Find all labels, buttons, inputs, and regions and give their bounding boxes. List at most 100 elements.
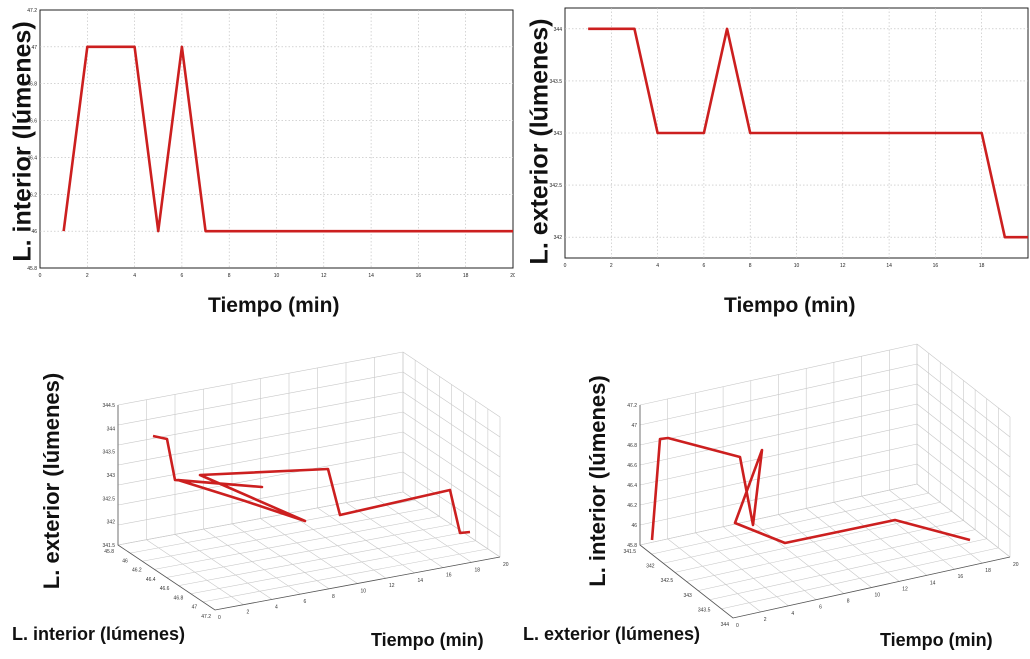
y-tick-label: 2 <box>247 610 250 616</box>
x-tick-label: 46.6 <box>160 586 170 592</box>
y-tick-label: 344 <box>554 27 563 33</box>
wall-grid-line <box>117 371 404 426</box>
y-tick-label: 45.8 <box>27 266 37 272</box>
series-line <box>650 436 971 545</box>
y-tick-label: 18 <box>475 567 481 573</box>
x-tick-label: 46 <box>122 558 128 564</box>
chart-3d-exterior: 341.5342342.5343343.5344344.545.84646.24… <box>102 351 509 621</box>
z-tick-label: 343 <box>107 473 116 479</box>
wall-grid-line <box>402 411 501 478</box>
chart4-xlabel: L. exterior (lúmenes) <box>523 624 701 644</box>
floor-grid-line <box>698 529 976 591</box>
z-tick-label: 46 <box>631 523 637 529</box>
y-tick-label: 12 <box>902 586 908 592</box>
wall-grid-line <box>402 391 501 458</box>
x-tick-label: 8 <box>228 273 231 279</box>
wall-grid-line <box>916 483 1011 558</box>
x-tick-label: 0 <box>564 263 567 269</box>
y-tick-label: 12 <box>389 583 395 589</box>
wall-grid-line <box>639 403 918 466</box>
floor-grid-line <box>166 524 452 578</box>
x-tick-label: 342.5 <box>661 578 674 584</box>
y-tick-label: 343.5 <box>549 79 562 85</box>
y-tick-label: 0 <box>218 615 221 621</box>
z-tick-label: 46.4 <box>627 483 637 489</box>
y-tick-label: 10 <box>361 589 367 595</box>
wall-grid-line <box>117 451 404 506</box>
y-tick-label: 8 <box>847 599 850 605</box>
floor-grid-line <box>709 538 987 601</box>
y-tick-label: 6 <box>819 605 822 611</box>
y-tick-label: 14 <box>418 578 424 584</box>
x-tick-label: 47.2 <box>201 614 211 620</box>
y-tick-label: 6 <box>304 599 307 605</box>
z-tick-label: 342 <box>107 520 116 526</box>
y-tick-label: 14 <box>930 580 936 586</box>
chart-exterior-vs-time: 0 2 4 6 8 10 12 14 16 18 342 342.5 343 343.5 344 <box>549 7 1029 269</box>
wall-grid-line <box>639 343 918 406</box>
floor-grid-line <box>154 516 440 570</box>
y-tick-label: 4 <box>275 604 278 610</box>
x-tick-label: 18 <box>463 273 469 279</box>
x-tick-label: 10 <box>274 273 280 279</box>
chart3-xlabel: L. interior (lúmenes) <box>12 624 186 644</box>
z-tick-label: 47.2 <box>627 403 637 409</box>
wall-grid-line <box>916 403 1011 478</box>
wall-grid-line <box>916 363 1011 438</box>
x-tick-label: 343 <box>683 593 692 599</box>
y-tick-label: 20 <box>1013 562 1019 568</box>
z-tick-label: 46.8 <box>627 443 637 449</box>
floor-grid-line <box>202 548 488 603</box>
chart3-ylabel: Tiempo (min) <box>371 630 484 650</box>
floor-grid-line <box>651 492 929 555</box>
chart3-zlabel: L. exterior (lúmenes) <box>39 372 64 590</box>
y-tick-label: 343 <box>554 131 563 137</box>
axis-edge <box>117 405 501 611</box>
wall-grid-line <box>117 471 404 526</box>
chart1-ylabel: L. interior (lúmenes) <box>8 21 37 262</box>
wall-grid-line <box>639 483 918 546</box>
wall-grid-line <box>916 423 1011 498</box>
y-tick-label: 46.2 <box>27 192 37 198</box>
wall-grid-line <box>117 351 404 406</box>
z-tick-label: 343.5 <box>102 450 115 456</box>
x-tick-label: 12 <box>321 273 327 279</box>
x-tick-label: 342 <box>646 564 655 570</box>
y-tick-label: 46 <box>31 229 37 235</box>
chart-3d-interior: 45.84646.246.446.646.84747.2341.5342342.… <box>623 343 1019 629</box>
x-tick-label: 14 <box>886 263 892 269</box>
chart-interior-vs-time: 0 2 4 6 8 10 12 14 16 18 2045.84646.246.446.646.84… <box>27 8 515 279</box>
x-tick-label: 343.5 <box>698 607 711 613</box>
y-tick-label: 4 <box>791 611 794 617</box>
wall-grid-line <box>916 383 1011 458</box>
y-tick-label: 10 <box>875 593 881 599</box>
floor-grid-line <box>674 511 952 573</box>
y-tick-label: 47.2 <box>27 8 37 14</box>
series-line <box>152 434 471 535</box>
x-tick-label: 46.2 <box>132 568 142 574</box>
x-tick-label: 6 <box>181 273 184 279</box>
floor-grid-line <box>178 532 464 586</box>
z-tick-label: 344 <box>107 426 116 432</box>
y-tick-label: 16 <box>446 573 452 579</box>
wall-grid-line <box>402 351 501 418</box>
x-tick-label: 47 <box>192 605 198 611</box>
x-tick-label: 16 <box>416 273 422 279</box>
wall-grid-line <box>117 491 404 546</box>
x-tick-label: 12 <box>840 263 846 269</box>
x-tick-label: 4 <box>133 273 136 279</box>
wall-grid-line <box>916 343 1011 418</box>
z-tick-label: 344.5 <box>102 403 115 409</box>
chart1-xlabel: Tiempo (min) <box>208 294 340 317</box>
x-tick-label: 14 <box>368 273 374 279</box>
x-tick-label: 2 <box>610 263 613 269</box>
x-tick-label: 16 <box>933 263 939 269</box>
y-tick-label: 342 <box>554 235 563 241</box>
wall-grid-line <box>916 463 1011 538</box>
wall-grid-line <box>402 491 501 558</box>
y-tick-label: 342.5 <box>549 183 562 189</box>
y-tick-label: 0 <box>736 623 739 629</box>
y-tick-label: 16 <box>958 574 964 580</box>
axis-edge <box>639 405 1011 619</box>
wall-grid-line <box>117 411 404 466</box>
